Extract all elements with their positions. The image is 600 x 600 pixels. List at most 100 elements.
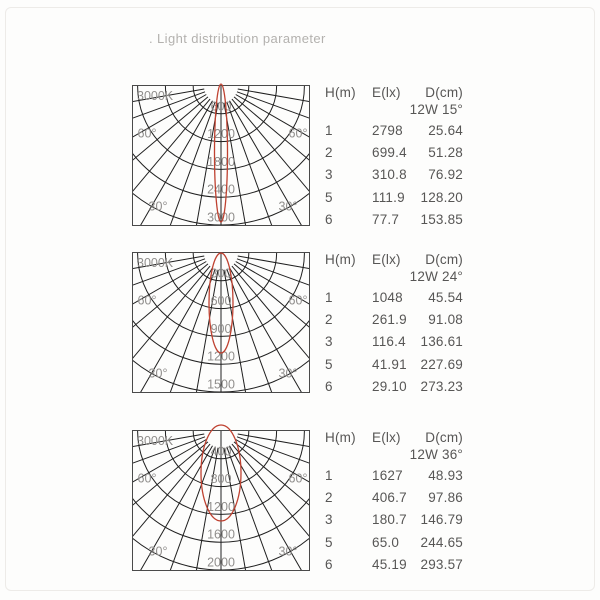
table-cell: 3 bbox=[325, 512, 333, 528]
angle-label: 30° bbox=[279, 545, 298, 559]
arc-value-label: 1500 bbox=[207, 378, 235, 392]
angle-label: 60° bbox=[289, 472, 308, 486]
table-cell: 1 bbox=[325, 467, 333, 483]
grid-spoke bbox=[231, 98, 309, 192]
table-rows: 1 1048 45.54 2 261.9 91.08 3 116.4 136.61 5 41.91 2… bbox=[325, 286, 463, 398]
table-header-cell: E(lx) bbox=[372, 85, 401, 100]
table-rows: 1 1627 48.93 2 406.7 97.86 3 180.7 146.79 5 65.0 24… bbox=[325, 464, 463, 576]
table-cell: 25.64 bbox=[428, 122, 463, 138]
color-temperature-label: 3000K bbox=[137, 256, 174, 270]
grid-spoke bbox=[133, 443, 211, 537]
light-distribution-diagram: 3000K 400 800 1200 1600 2000 60° 60° 30° 30° bbox=[132, 424, 310, 571]
grid-spoke bbox=[231, 443, 309, 537]
grid-spoke bbox=[133, 261, 207, 305]
table-row: 5 111.9 128.20 bbox=[325, 186, 463, 208]
polar-grid bbox=[133, 86, 309, 225]
angle-label: 30° bbox=[149, 200, 168, 214]
table-cell: 65.0 bbox=[372, 534, 400, 550]
grid-spoke bbox=[223, 447, 247, 570]
arc-value-label: 1200 bbox=[207, 500, 235, 514]
arc-value-label: 3000 bbox=[207, 211, 235, 225]
grid-spoke bbox=[133, 98, 211, 192]
table-header-row: H(m) E(lx) D(cm) bbox=[325, 253, 463, 267]
table-cell: 2 bbox=[325, 490, 333, 506]
table-cell: 6 bbox=[325, 379, 333, 395]
grid-spoke bbox=[133, 94, 207, 138]
light-distribution-diagram: 3000K 300 600 900 1200 1500 60° 60° 30° 30° bbox=[132, 252, 310, 393]
grid-spoke bbox=[233, 96, 309, 161]
table-row: 6 29.10 273.23 bbox=[325, 376, 463, 398]
table-cell: 51.28 bbox=[428, 145, 463, 161]
arc-value-label: 2000 bbox=[207, 556, 235, 570]
grid-spoke bbox=[133, 433, 205, 448]
angle-label: 30° bbox=[279, 200, 298, 214]
table-header-row: H(m) E(lx) D(cm) bbox=[325, 86, 463, 100]
grid-spoke bbox=[133, 265, 211, 359]
grid-spoke bbox=[231, 265, 309, 359]
grid-spoke bbox=[140, 267, 213, 392]
table-header-cell: D(cm) bbox=[425, 430, 463, 445]
grid-spoke bbox=[140, 445, 213, 570]
diagram-border bbox=[132, 85, 310, 226]
angle-label: 30° bbox=[279, 367, 298, 381]
table-cell: 1627 bbox=[372, 467, 403, 483]
grid-spoke bbox=[226, 446, 273, 570]
grid-spoke bbox=[133, 255, 205, 270]
table-cell: 153.85 bbox=[420, 212, 463, 228]
table-cell: 48.93 bbox=[428, 467, 463, 483]
table-cell: 310.8 bbox=[372, 167, 407, 183]
table-cell: 91.08 bbox=[428, 312, 463, 328]
beam-curve bbox=[200, 424, 242, 522]
angle-label: 60° bbox=[289, 127, 308, 141]
grid-spoke bbox=[133, 439, 207, 483]
grid-spoke bbox=[226, 268, 273, 392]
table-cell: 6 bbox=[325, 557, 333, 573]
table-header-cell: H(m) bbox=[325, 85, 356, 100]
table-cell: 273.23 bbox=[420, 379, 463, 395]
angle-label: 60° bbox=[138, 472, 157, 486]
grid-spoke bbox=[235, 439, 309, 483]
table-cell: 146.79 bbox=[420, 512, 463, 528]
grid-spoke bbox=[236, 91, 309, 119]
table-row: 2 699.4 51.28 bbox=[325, 141, 463, 163]
grid-spoke bbox=[133, 263, 209, 328]
table-cell: 293.57 bbox=[420, 557, 463, 573]
table-cell: 1 bbox=[325, 289, 333, 305]
angle-label: 60° bbox=[138, 127, 157, 141]
arc-value-label: 900 bbox=[211, 322, 232, 336]
beam-curve bbox=[213, 83, 229, 223]
table-cell: 76.92 bbox=[428, 167, 463, 183]
table-header-cell: E(lx) bbox=[372, 430, 401, 445]
grid-spoke bbox=[133, 96, 209, 161]
grid-spoke bbox=[195, 102, 219, 225]
grid-spoke bbox=[195, 447, 219, 570]
table-rows: 1 2798 25.64 2 699.4 51.28 3 310.8 76.92 5 111.9 12… bbox=[325, 119, 463, 231]
grid-spoke bbox=[223, 102, 247, 225]
table-cell: 1 bbox=[325, 122, 333, 138]
table-cell: 406.7 bbox=[372, 490, 407, 506]
table-row: 1 1627 48.93 bbox=[325, 464, 463, 486]
angle-label: 60° bbox=[289, 294, 308, 308]
table-row: 3 116.4 136.61 bbox=[325, 331, 463, 353]
table-cell: 45.54 bbox=[428, 289, 463, 305]
grid-spoke bbox=[229, 445, 302, 570]
angle-label: 60° bbox=[138, 294, 157, 308]
angle-label: 30° bbox=[149, 367, 168, 381]
grid-spoke bbox=[195, 269, 219, 392]
table-header-row: H(m) E(lx) D(cm) bbox=[325, 431, 463, 445]
arc-value-label: 1200 bbox=[207, 350, 235, 364]
beam-curve bbox=[208, 252, 234, 354]
grid-spoke bbox=[169, 268, 216, 392]
grid-spoke bbox=[133, 91, 206, 119]
table-cell: 3 bbox=[325, 334, 333, 350]
grid-spoke bbox=[133, 436, 206, 464]
light-distribution-diagram: 3000K 600 1200 1800 2400 3000 60° 60° 30° 30° bbox=[132, 83, 310, 226]
table-cell: 29.10 bbox=[372, 379, 407, 395]
table-row: 2 261.9 91.08 bbox=[325, 308, 463, 330]
table-cell: 2 bbox=[325, 312, 333, 328]
table-cell: 111.9 bbox=[372, 189, 405, 205]
table-cell: 3 bbox=[325, 167, 333, 183]
table-cell: 2798 bbox=[372, 122, 403, 138]
table-row: 5 65.0 244.65 bbox=[325, 531, 463, 553]
table-cell: 45.19 bbox=[372, 557, 407, 573]
